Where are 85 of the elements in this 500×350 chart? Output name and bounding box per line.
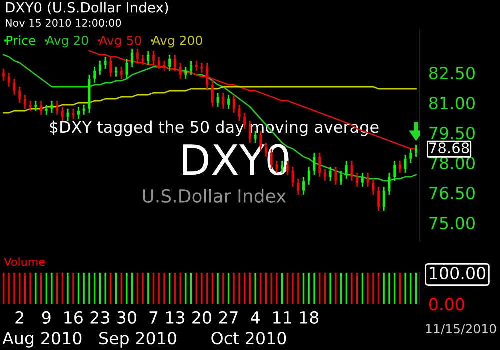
- chart-title: DXY0 (U.S.Dollar Index): [6, 2, 168, 14]
- candlestick: [158, 56, 160, 70]
- candlestick: [2, 68, 5, 82]
- x-tick-label: 16: [64, 311, 83, 324]
- x-tick-label: 13: [166, 311, 184, 324]
- candlestick: [302, 176, 305, 196]
- y-tick-label: 78.00: [430, 156, 475, 170]
- candlestick: [361, 172, 364, 188]
- candlestick: [34, 100, 38, 112]
- x-tick-label: 23: [90, 311, 110, 324]
- x-tick-label: 9: [42, 311, 51, 324]
- candlestick: [410, 148, 412, 164]
- candlestick: [228, 94, 230, 110]
- y-tick-label: 0.00: [429, 298, 464, 311]
- x-tick-label: 18: [300, 311, 319, 324]
- candlestick: [195, 60, 198, 72]
- candlestick: [131, 48, 134, 68]
- y-tick-label: 79.50: [430, 126, 475, 140]
- legend-label: Price: [6, 36, 36, 46]
- candlestick: [136, 48, 139, 64]
- candlestick: [211, 80, 214, 108]
- x-tick-label: 20: [192, 311, 212, 324]
- candlestick: [45, 104, 48, 116]
- chart-subtitle: Nov 15 2010 12:00:00: [6, 19, 122, 27]
- candlestick: [308, 166, 310, 186]
- x-tick-label: 11: [274, 312, 292, 324]
- legend-label: Avg 50: [99, 36, 142, 48]
- candlestick: [152, 50, 155, 66]
- candlestick: [398, 160, 402, 174]
- y-tick-label: 75.00: [430, 216, 475, 230]
- candlestick: [168, 54, 172, 72]
- candlestick: [82, 104, 86, 116]
- x-tick-label: 27: [219, 311, 238, 324]
- candlestick: [24, 94, 26, 110]
- candlestick: [297, 178, 300, 196]
- y-tick-label: 76.50: [430, 186, 475, 200]
- candlestick: [40, 100, 42, 116]
- x-tick-label: 30: [118, 311, 136, 324]
- candlestick: [8, 72, 10, 88]
- candlestick: [356, 172, 359, 188]
- legend-label: Avg 200: [152, 36, 202, 48]
- candlestick: [232, 94, 236, 114]
- candlestick: [72, 108, 75, 120]
- legend-label: Avg 20: [46, 36, 88, 48]
- candlestick: [174, 54, 176, 72]
- candlestick: [184, 66, 188, 80]
- candlestick: [382, 186, 386, 212]
- candlestick: [147, 50, 150, 66]
- text: 78.68: [430, 142, 470, 154]
- candlestick: [345, 160, 348, 180]
- x-tick-label: 2: [16, 311, 24, 324]
- candlestick: [120, 66, 123, 80]
- text: Sep 2010: [100, 332, 176, 348]
- candlestick: [324, 168, 326, 182]
- candlestick: [244, 112, 246, 130]
- candlestick: [222, 92, 225, 110]
- candlestick: [115, 66, 118, 78]
- candlestick: [248, 120, 252, 144]
- candlestick: [110, 56, 112, 78]
- candlestick: [394, 160, 396, 182]
- chart-title: Volume: [4, 258, 45, 266]
- candlestick: [94, 66, 96, 84]
- candlestick: [334, 166, 338, 186]
- candlestick: [372, 178, 375, 196]
- candlestick: [61, 106, 64, 122]
- y-tick-label: 81.00: [429, 96, 475, 110]
- text: Aug 2010: [2, 332, 82, 348]
- y-tick-label: 100.00: [430, 266, 486, 280]
- candlestick: [18, 86, 22, 104]
- candlestick: [318, 152, 322, 178]
- annotation: U.S.Dollar Index: [143, 189, 286, 203]
- candlestick: [98, 60, 102, 76]
- candlestick: [206, 62, 209, 90]
- candlestick: [340, 170, 342, 186]
- candlestick: [56, 100, 59, 116]
- x-tick-label: 7: [150, 312, 158, 324]
- candlestick: [415, 144, 418, 158]
- y-tick-label: 82.50: [429, 66, 475, 80]
- candlestick: [78, 106, 80, 120]
- candlestick: [190, 60, 192, 76]
- line-series: [3, 86, 417, 114]
- candlestick: [378, 186, 380, 212]
- text: 11/15/2010: [426, 324, 496, 335]
- text: Oct 2010: [212, 332, 286, 345]
- x-tick-label: 4: [251, 312, 260, 324]
